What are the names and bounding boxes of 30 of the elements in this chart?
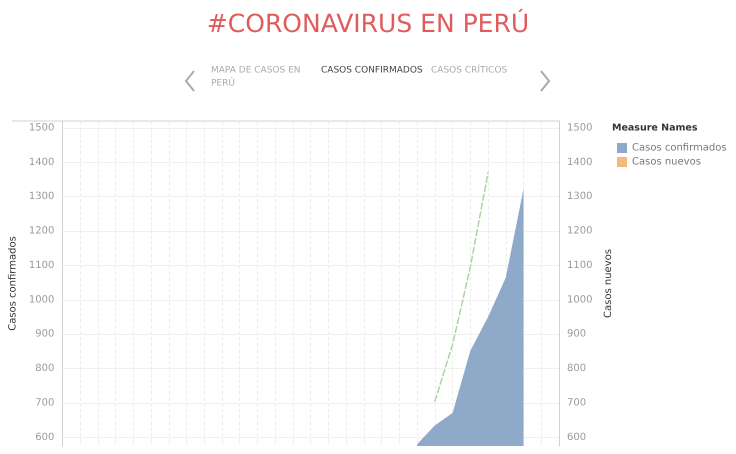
y-tick-label: 1200 — [28, 226, 54, 237]
y-tick-label: 1000 — [28, 294, 54, 306]
text: CASOS CONFIRMADOS — [321, 66, 423, 76]
y-tick-label: 1100 — [28, 260, 54, 271]
legend-title: Measure Names — [612, 122, 698, 134]
y2-tick-label: 1200 — [567, 226, 592, 237]
y2-tick-label: 1500 — [567, 122, 592, 134]
y2-axis-title: Casos nuevos — [602, 249, 614, 318]
legend-label: Casos confirmados — [632, 142, 727, 154]
text: CASOS CRÍTICOS — [431, 64, 508, 76]
y2-tick-label: 1000 — [567, 294, 592, 306]
text: MAPA DE CASOS EN PERÚ — [211, 66, 304, 88]
chart-title: #CORONAVIRUS EN PERÚ — [206, 8, 530, 38]
y-tick-label: 1400 — [28, 156, 54, 168]
y2-tick-label: 600 — [567, 432, 586, 443]
y2-tick-label: 800 — [567, 363, 586, 374]
y2-tick-label: 700 — [567, 398, 586, 409]
y-tick-label: 1500 — [28, 122, 54, 134]
y2-tick-label: 1100 — [567, 260, 592, 271]
y2-tick-label: 1300 — [567, 191, 592, 202]
y2-tick-label: 900 — [567, 328, 586, 340]
line-series — [434, 172, 489, 402]
y-tick-label: 600 — [35, 432, 54, 443]
y-tick-label: 1300 — [28, 191, 54, 202]
y-axis-title: Casos confirmados — [8, 236, 18, 331]
y-tick-label: 900 — [35, 328, 54, 340]
y-tick-label: 800 — [35, 363, 54, 374]
y-tick-label: 700 — [35, 398, 54, 409]
legend-label: Casos nuevos — [632, 156, 701, 168]
y2-tick-label: 1400 — [567, 156, 592, 168]
